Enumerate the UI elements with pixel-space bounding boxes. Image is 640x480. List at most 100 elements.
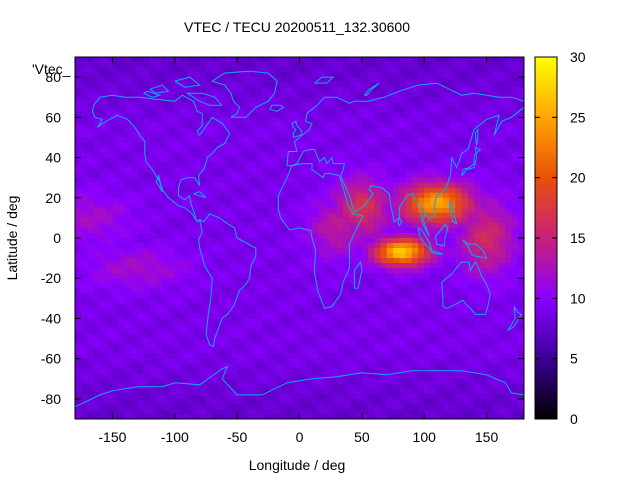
heatmap-cell-1499 xyxy=(442,157,450,164)
heatmap-cell-4815 xyxy=(467,388,475,395)
heatmap-cell-3242 xyxy=(87,283,95,289)
heatmap-cell-1016 xyxy=(124,127,132,134)
heatmap-cell-4588 xyxy=(399,373,407,380)
heatmap-cell-1186 xyxy=(287,137,294,144)
heatmap-cell-4993 xyxy=(230,403,238,410)
heatmap-cell-1691 xyxy=(293,172,301,179)
heatmap-cell-1498 xyxy=(436,157,444,164)
heatmap-cell-4876 xyxy=(399,393,407,400)
heatmap-cell-4508 xyxy=(349,368,357,375)
heatmap-cell-2938 xyxy=(436,258,444,264)
heatmap-cell-1660 xyxy=(99,172,107,179)
heatmap-cell-1582 xyxy=(511,162,519,169)
heatmap-cell-2487 xyxy=(318,227,326,234)
heatmap-cell-1777 xyxy=(380,177,388,184)
heatmap-cell-142 xyxy=(511,62,519,68)
heatmap-cell-1480 xyxy=(324,157,332,164)
heatmap-cell-3130 xyxy=(287,273,294,279)
heatmap-cell-425 xyxy=(480,82,488,88)
heatmap-cell-317 xyxy=(255,77,263,83)
heatmap-cell-4259 xyxy=(143,353,151,360)
heatmap-cell-2453 xyxy=(106,227,114,234)
heatmap-cell-4700 xyxy=(199,383,207,390)
heatmap-cell-1910 xyxy=(311,187,319,194)
heatmap-cell-962 xyxy=(237,122,244,128)
heatmap-cell-1678 xyxy=(212,172,220,179)
heatmap-cell-2242 xyxy=(137,212,145,219)
heatmap-cell-1816 xyxy=(174,182,182,189)
heatmap-cell-2910 xyxy=(262,258,269,264)
heatmap-cell-4668 xyxy=(449,378,457,385)
heatmap-cell-290 xyxy=(87,77,95,83)
heatmap-cell-978 xyxy=(336,122,344,128)
heatmap-cell-3566 xyxy=(311,303,319,309)
heatmap-cell-4324 xyxy=(99,358,107,365)
heatmap-cell-4977 xyxy=(131,403,138,410)
heatmap-cell-4806 xyxy=(411,388,419,395)
heatmap-cell-4916 xyxy=(199,398,207,405)
heatmap-cell-610 xyxy=(287,97,294,103)
heatmap-cell-4985 xyxy=(181,403,188,410)
heatmap-cell-4144 xyxy=(324,343,332,350)
heatmap-cell-16 xyxy=(174,57,182,63)
heatmap-cell-2699 xyxy=(293,243,301,249)
heatmap-cell-1526 xyxy=(162,162,170,169)
heatmap-cell-396 xyxy=(299,82,307,88)
heatmap-cell-3767 xyxy=(218,318,226,325)
heatmap-cell-3076 xyxy=(399,268,407,274)
heatmap-cell-3855 xyxy=(318,323,326,330)
heatmap-cell-4781 xyxy=(255,388,263,395)
heatmap-cell-3627 xyxy=(243,308,251,315)
heatmap-cell-4427 xyxy=(293,363,301,370)
heatmap-cell-2446 xyxy=(511,222,519,229)
heatmap-cell-775 xyxy=(417,107,425,113)
heatmap-cell-1568 xyxy=(424,162,432,169)
heatmap-cell-3266 xyxy=(237,283,244,289)
heatmap-cell-1456 xyxy=(174,157,182,164)
heatmap-cell-909 xyxy=(355,117,363,123)
heatmap-cell-3421 xyxy=(305,293,313,299)
heatmap-cell-3885 xyxy=(505,323,513,330)
heatmap-cell-4637 xyxy=(255,378,263,385)
heatmap-cell-1101 xyxy=(205,132,213,139)
heatmap-cell-3765 xyxy=(205,318,213,325)
heatmap-cell-4535 xyxy=(517,368,524,375)
heatmap-cell-3429 xyxy=(355,293,363,299)
heatmap-cell-435 xyxy=(93,87,101,93)
heatmap-cell-804 xyxy=(149,112,157,118)
heatmap-cell-188 xyxy=(349,67,357,73)
heatmap-cell-4527 xyxy=(467,368,475,375)
heatmap-cell-1071 xyxy=(467,127,475,134)
heatmap-cell-686 xyxy=(311,102,319,108)
heatmap-cell-4564 xyxy=(249,373,257,380)
heatmap-cell-931 xyxy=(492,117,500,123)
heatmap-cell-1667 xyxy=(143,172,151,179)
heatmap-cell-2597 xyxy=(106,238,114,244)
heatmap-cell-4624 xyxy=(174,378,182,385)
heatmap-cell-1206 xyxy=(411,137,419,144)
heatmap-cell-4826 xyxy=(87,393,95,400)
heatmap-cell-2032 xyxy=(174,197,182,204)
heatmap-cell-510 xyxy=(112,92,120,98)
heatmap-cell-4744 xyxy=(474,383,481,390)
heatmap-cell-4886 xyxy=(461,393,469,400)
heatmap-cell-2508 xyxy=(449,227,457,234)
heatmap-cell-3706 xyxy=(287,313,294,320)
heatmap-cell-3924 xyxy=(299,328,307,335)
heatmap-cell-1845 xyxy=(355,182,363,189)
heatmap-cell-2344 xyxy=(324,217,332,224)
heatmap-cell-4506 xyxy=(336,368,344,375)
heatmap-cell-1955 xyxy=(143,192,151,199)
heatmap-cell-4277 xyxy=(255,353,263,360)
heatmap-cell-1840 xyxy=(324,182,332,189)
heatmap-cell-4749 xyxy=(505,383,513,390)
heatmap-cell-227 xyxy=(143,72,151,78)
heatmap-cell-788 xyxy=(499,107,506,113)
heatmap-cell-2925 xyxy=(355,258,363,264)
heatmap-cell-1036 xyxy=(249,127,257,134)
heatmap-cell-2128 xyxy=(324,202,332,209)
heatmap-cell-2298 xyxy=(486,212,494,219)
heatmap-cell-3668 xyxy=(499,308,506,315)
heatmap-cell-4708 xyxy=(249,383,257,390)
heatmap-cell-1870 xyxy=(511,182,519,189)
